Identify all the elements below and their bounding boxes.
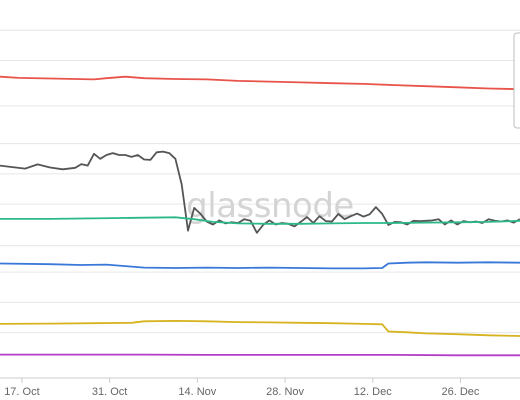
grid-layer <box>0 29 520 334</box>
glassnode-watermark: glassnode <box>186 186 354 226</box>
series-line-3 <box>0 261 520 270</box>
series-line-2 <box>0 216 520 225</box>
series-line-4 <box>0 320 520 337</box>
x-tick-label-5: 26. Dec <box>442 386 480 398</box>
x-tick-label-0: 17. Oct <box>4 386 39 398</box>
x-axis: 17. Oct 31. Oct 14. Nov 28. Nov 12. Dec 26. D… <box>0 377 520 398</box>
x-tick-label-3: 28. Nov <box>266 386 304 398</box>
series-layer <box>0 75 520 357</box>
x-tick-label-2: 14. Nov <box>178 386 216 398</box>
x-tick-label-1: 31. Oct <box>92 386 127 398</box>
series-line-0 <box>0 75 520 91</box>
series-line-5 <box>0 353 520 357</box>
x-tick-label-4: 12. Dec <box>354 386 392 398</box>
legend-box <box>513 32 520 129</box>
